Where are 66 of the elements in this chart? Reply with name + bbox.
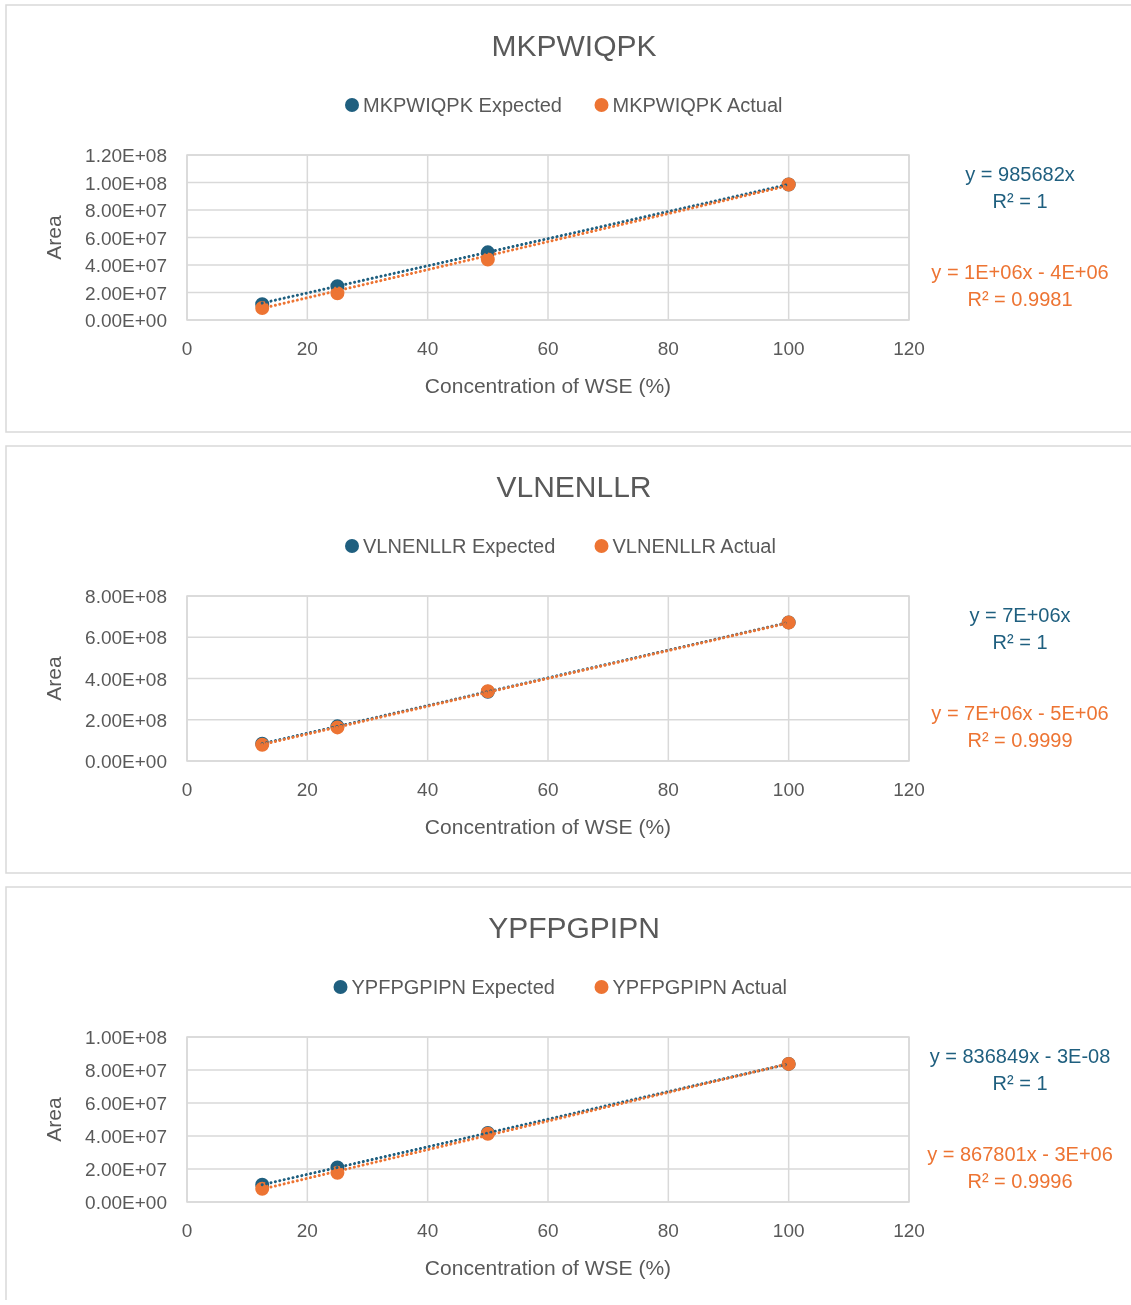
x-axis-title: Concentration of WSE (%)	[424, 1256, 672, 1279]
x-tick-label: 20	[296, 779, 318, 800]
x-axis-title: Concentration of WSE (%)	[424, 815, 672, 838]
text: R² = 1	[992, 1072, 1048, 1094]
x-tick-label: 0	[181, 338, 193, 359]
x-tick-label: 60	[537, 1220, 559, 1241]
legend-label: MKPWIQPK Actual	[612, 94, 783, 116]
y-tick-label: 1.00E+08	[85, 1027, 167, 1048]
x-tick-label: 0	[181, 1220, 193, 1241]
y-tick-label: 6.00E+07	[85, 227, 167, 249]
legend-label: YPFPGPIPN Expected	[351, 976, 555, 998]
y-tick-label: 6.00E+07	[85, 1093, 167, 1114]
y-tick-label: 6.00E+08	[85, 627, 167, 649]
x-tick-label: 80	[657, 779, 679, 800]
x-tick-label: 0	[181, 779, 193, 800]
y-axis-title: Area	[42, 656, 65, 701]
y-tick-label: 4.00E+07	[85, 1126, 167, 1147]
text: y = 7E+06x	[969, 604, 1071, 626]
y-tick-label: 8.00E+07	[85, 1060, 167, 1081]
y-tick-label: 0.00E+00	[85, 751, 167, 772]
y-tick-label: 2.00E+08	[85, 709, 167, 731]
text: R² = 1	[992, 190, 1048, 212]
x-axis-title: Concentration of WSE (%)	[424, 374, 672, 397]
x-tick-label: 120	[893, 338, 925, 359]
chart-title: VLNENLLR	[496, 470, 652, 503]
text: R² = 0.9981	[967, 288, 1073, 310]
y-tick-label: 1.00E+08	[85, 172, 167, 194]
y-tick-label: 8.00E+08	[85, 586, 167, 607]
y-tick-label: 2.00E+07	[85, 1159, 167, 1180]
x-tick-label: 40	[417, 779, 439, 800]
x-tick-label: 120	[893, 1220, 925, 1241]
text: R² = 1	[992, 631, 1048, 653]
text: y = 836849x - 3E-08	[929, 1045, 1111, 1067]
x-tick-label: 20	[296, 1220, 318, 1241]
text: R² = 0.9996	[967, 1170, 1073, 1192]
text: R² = 0.9999	[967, 729, 1073, 751]
x-tick-label: 80	[657, 338, 679, 359]
x-tick-label: 100	[772, 779, 805, 800]
legend-label: VLNENLLR Actual	[612, 535, 776, 557]
x-tick-label: 100	[772, 1220, 805, 1241]
y-tick-label: 0.00E+00	[85, 310, 167, 331]
legend-label: VLNENLLR Expected	[363, 535, 556, 557]
y-axis-title: Area	[42, 1097, 65, 1142]
x-tick-label: 40	[417, 1220, 439, 1241]
y-tick-label: 8.00E+07	[85, 200, 167, 221]
x-tick-label: 120	[893, 779, 925, 800]
x-tick-label: 60	[537, 779, 559, 800]
y-tick-label: 1.20E+08	[85, 145, 167, 166]
chart-title: MKPWIQPK	[491, 29, 657, 62]
x-tick-label: 60	[537, 338, 559, 359]
text: y = 985682x	[965, 163, 1075, 185]
y-tick-label: 0.00E+00	[85, 1192, 167, 1213]
x-tick-label: 100	[772, 338, 805, 359]
x-tick-label: 20	[296, 338, 318, 359]
y-tick-label: 2.00E+07	[85, 282, 167, 304]
y-axis-title: Area	[42, 215, 65, 260]
legend-label: YPFPGPIPN Actual	[612, 976, 788, 998]
y-tick-label: 4.00E+08	[85, 668, 167, 690]
text: y = 7E+06x - 5E+06	[931, 702, 1109, 724]
chart-title: YPFPGPIPN	[488, 911, 660, 944]
y-tick-label: 4.00E+07	[85, 255, 167, 276]
legend-label: MKPWIQPK Expected	[363, 94, 562, 116]
text: y = 1E+06x - 4E+06	[931, 261, 1109, 283]
text: y = 867801x - 3E+06	[927, 1143, 1113, 1165]
x-tick-label: 80	[657, 1220, 679, 1241]
x-tick-label: 40	[417, 338, 439, 359]
